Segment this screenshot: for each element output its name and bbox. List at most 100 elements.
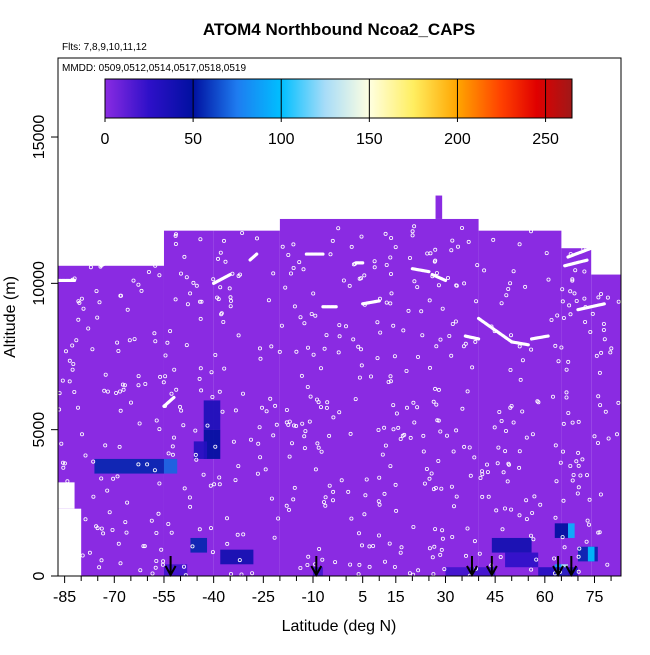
sample-marker (139, 288, 144, 293)
sample-marker (115, 340, 120, 345)
sample-marker (391, 323, 396, 328)
sample-marker (142, 544, 147, 549)
sample-marker (259, 405, 264, 410)
sample-marker (451, 449, 456, 454)
sample-marker (394, 508, 399, 513)
sample-marker (468, 473, 473, 478)
sample-marker (83, 517, 88, 522)
sample-marker (309, 311, 314, 316)
sample-marker (431, 399, 436, 404)
sample-marker (183, 573, 188, 578)
sample-marker (573, 268, 578, 273)
sample-marker (585, 518, 590, 523)
sample-marker (601, 327, 606, 332)
sample-marker (575, 491, 580, 496)
sample-marker (217, 389, 222, 394)
sample-marker (152, 468, 157, 473)
sample-marker (269, 344, 274, 349)
sample-marker (237, 558, 242, 563)
sample-marker (400, 433, 405, 438)
sample-marker (224, 516, 229, 521)
sample-marker (432, 544, 437, 549)
sample-marker (177, 404, 182, 409)
sample-marker (394, 411, 399, 416)
sample-marker (302, 446, 307, 451)
sample-marker (433, 247, 438, 252)
sample-marker (491, 237, 496, 242)
sample-marker (406, 308, 411, 313)
colorbar-tick-label: 100 (268, 131, 295, 148)
sample-marker (348, 562, 353, 567)
sample-marker (105, 488, 110, 493)
sample-marker (188, 291, 193, 296)
sample-marker (420, 333, 425, 338)
profile-arrow-head (565, 565, 578, 578)
sample-marker (136, 462, 141, 467)
flight-track (576, 302, 607, 312)
sample-marker (169, 530, 174, 535)
sample-marker (185, 302, 190, 307)
sample-marker (380, 452, 385, 457)
sample-marker (333, 560, 338, 565)
heatmap-cell (203, 429, 221, 459)
sample-marker (301, 267, 306, 272)
sample-marker (217, 482, 222, 487)
sample-marker (574, 459, 579, 464)
sample-marker (223, 259, 228, 264)
sample-marker (284, 407, 289, 412)
sample-marker (415, 354, 420, 359)
sample-marker (436, 283, 441, 288)
x-tick-label: 5 (358, 589, 367, 606)
sample-marker (307, 419, 312, 424)
sample-marker (431, 487, 436, 492)
sample-marker (90, 347, 95, 352)
y-axis-label: Altitude (m) (2, 276, 19, 358)
sample-marker (454, 428, 459, 433)
sample-marker (254, 236, 259, 241)
sample-marker (362, 512, 367, 517)
sample-marker (508, 367, 513, 372)
sample-marker (433, 527, 438, 532)
flight-track (566, 246, 593, 259)
y-tick-label: 5000 (31, 412, 48, 448)
sample-marker (298, 315, 303, 320)
heatmap-cell (163, 564, 188, 576)
sample-marker (156, 511, 161, 516)
profile-arrow-head (310, 565, 323, 578)
sample-marker (213, 444, 218, 449)
sample-marker (427, 546, 432, 551)
sample-marker (398, 436, 403, 441)
sample-marker (316, 445, 321, 450)
sample-marker (412, 279, 417, 284)
sample-marker (558, 460, 563, 465)
sample-marker (520, 358, 525, 363)
sample-marker (300, 421, 305, 426)
colorbar-gradient (104, 78, 573, 119)
sample-marker (199, 299, 204, 304)
sample-marker (351, 337, 356, 342)
sample-marker (574, 298, 579, 303)
sample-marker (210, 394, 215, 399)
sample-marker (415, 405, 420, 410)
sample-marker (116, 348, 121, 353)
sample-marker (331, 415, 336, 420)
colorbar-tick-label: 150 (356, 131, 383, 148)
sample-marker (258, 455, 263, 460)
sample-marker (576, 463, 581, 468)
sample-marker (517, 242, 522, 247)
sample-marker (308, 394, 313, 399)
x-axis: -85 -70 -55 -40 -25 -10 5 15 30 45 60 75 (53, 576, 612, 606)
sample-marker (99, 476, 104, 481)
sample-marker (359, 543, 364, 548)
sample-marker (568, 463, 573, 468)
sample-marker (477, 551, 482, 556)
sample-marker (567, 303, 572, 308)
sample-marker (434, 344, 439, 349)
sample-marker (336, 226, 341, 231)
x-tick-label: 45 (486, 589, 504, 606)
sample-marker (123, 520, 128, 525)
sample-marker (188, 504, 193, 509)
x-tick-label: 75 (586, 589, 604, 606)
sample-marker (588, 329, 593, 334)
sample-marker (389, 235, 394, 240)
